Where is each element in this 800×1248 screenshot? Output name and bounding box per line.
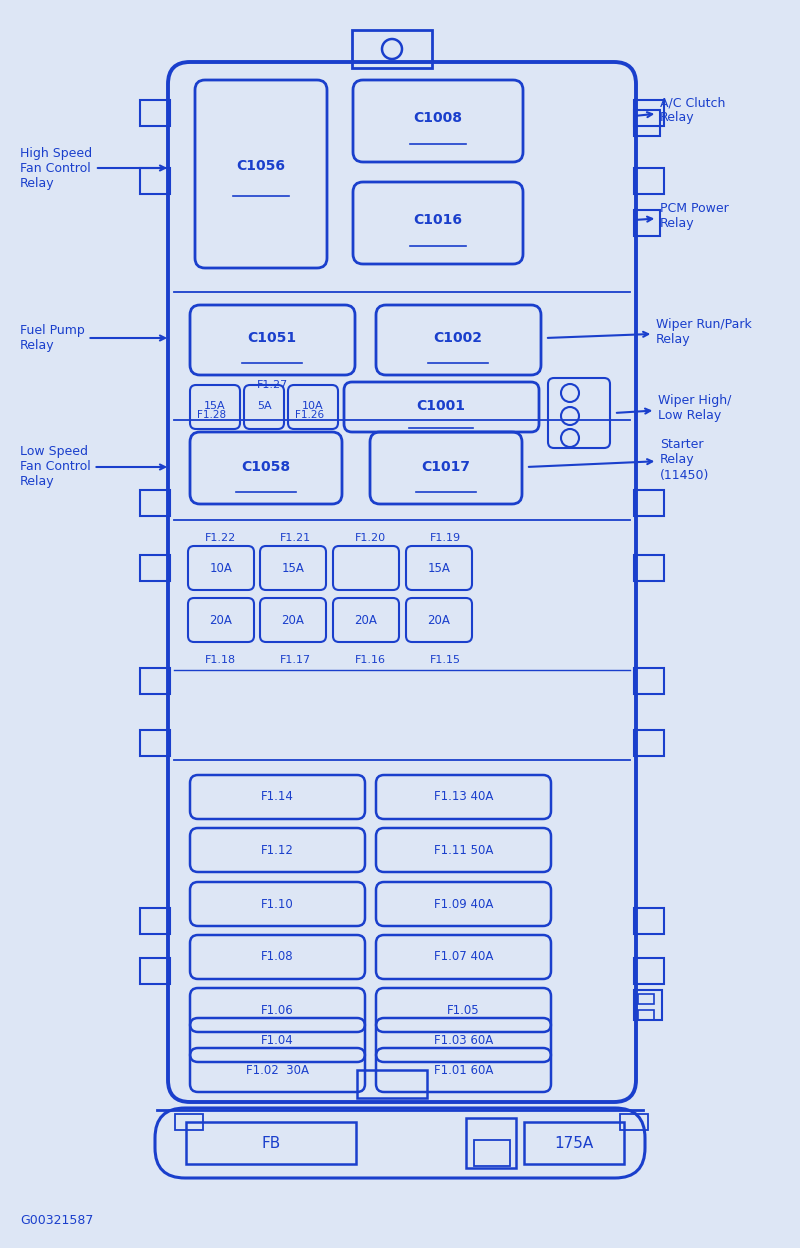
Text: F1.10: F1.10 — [261, 897, 294, 911]
Text: A/C Clutch
Relay: A/C Clutch Relay — [637, 96, 726, 124]
Text: 10A: 10A — [210, 562, 233, 574]
Text: G00321587: G00321587 — [20, 1213, 94, 1227]
Text: F1.14: F1.14 — [261, 790, 294, 804]
Text: F1.13 40A: F1.13 40A — [434, 790, 493, 804]
Text: F1.05: F1.05 — [447, 1003, 480, 1017]
Text: 5A: 5A — [257, 401, 271, 411]
Text: Starter
Relay
(11450): Starter Relay (11450) — [529, 438, 710, 482]
Text: Fuel Pump
Relay: Fuel Pump Relay — [20, 324, 165, 352]
Bar — [140, 958, 170, 983]
Text: Wiper High/
Low Relay: Wiper High/ Low Relay — [617, 394, 731, 422]
Bar — [140, 668, 170, 694]
Bar — [634, 110, 660, 136]
Bar — [634, 668, 664, 694]
Text: C1002: C1002 — [434, 331, 482, 344]
Text: F1.08: F1.08 — [261, 951, 294, 963]
Bar — [634, 730, 664, 756]
Text: Wiper Run/Park
Relay: Wiper Run/Park Relay — [548, 318, 752, 346]
Bar — [634, 100, 664, 126]
Bar — [140, 490, 170, 515]
Text: C1056: C1056 — [237, 158, 286, 173]
Text: C1001: C1001 — [417, 399, 466, 413]
Text: F1.12: F1.12 — [261, 844, 294, 856]
Bar — [634, 555, 664, 582]
Text: F1.26: F1.26 — [295, 411, 325, 421]
Bar — [638, 1010, 654, 1020]
Text: F1.03 60A: F1.03 60A — [434, 1033, 493, 1047]
Bar — [352, 30, 432, 67]
Bar — [140, 168, 170, 193]
Bar — [634, 168, 664, 193]
Text: F1.04: F1.04 — [261, 1033, 294, 1047]
Text: C1058: C1058 — [242, 461, 290, 474]
Text: 20A: 20A — [427, 614, 450, 626]
Bar — [140, 730, 170, 756]
Bar — [140, 909, 170, 934]
Text: C1017: C1017 — [422, 461, 470, 474]
Text: PCM Power
Relay: PCM Power Relay — [637, 202, 729, 230]
Text: F1.02  30A: F1.02 30A — [246, 1063, 309, 1077]
Text: High Speed
Fan Control
Relay: High Speed Fan Control Relay — [20, 146, 165, 190]
Bar — [634, 210, 660, 236]
Text: F1.21: F1.21 — [279, 533, 310, 543]
Bar — [466, 1118, 516, 1168]
Text: 20A: 20A — [210, 614, 233, 626]
Text: F1.27: F1.27 — [256, 379, 288, 389]
Text: C1051: C1051 — [247, 331, 297, 344]
Text: FB: FB — [262, 1136, 281, 1151]
Text: 15A: 15A — [427, 562, 450, 574]
Text: C1016: C1016 — [414, 213, 462, 227]
Bar — [524, 1122, 624, 1164]
Text: Low Speed
Fan Control
Relay: Low Speed Fan Control Relay — [20, 446, 165, 488]
Bar — [620, 1114, 648, 1129]
Text: F1.20: F1.20 — [354, 533, 386, 543]
Text: C1008: C1008 — [414, 111, 462, 125]
Text: 175A: 175A — [554, 1136, 594, 1151]
Bar — [140, 555, 170, 582]
Bar — [634, 990, 662, 1020]
Text: F1.16: F1.16 — [354, 655, 386, 665]
Text: F1.06: F1.06 — [261, 1003, 294, 1017]
Text: 20A: 20A — [282, 614, 305, 626]
Bar — [357, 1070, 427, 1098]
Bar — [140, 100, 170, 126]
Text: 15A: 15A — [282, 562, 305, 574]
Text: 10A: 10A — [302, 401, 324, 411]
Text: F1.28: F1.28 — [198, 411, 226, 421]
Text: F1.19: F1.19 — [430, 533, 461, 543]
Bar — [474, 1139, 510, 1166]
Bar — [638, 993, 654, 1003]
Text: F1.09 40A: F1.09 40A — [434, 897, 493, 911]
Text: F1.18: F1.18 — [205, 655, 235, 665]
Text: F1.22: F1.22 — [204, 533, 236, 543]
Text: 20A: 20A — [354, 614, 378, 626]
Text: F1.01 60A: F1.01 60A — [434, 1063, 493, 1077]
Text: 15A: 15A — [204, 401, 226, 411]
Bar — [634, 958, 664, 983]
Bar — [175, 1114, 203, 1129]
Bar — [186, 1122, 356, 1164]
Text: F1.17: F1.17 — [279, 655, 310, 665]
Text: F1.11 50A: F1.11 50A — [434, 844, 493, 856]
Bar — [634, 909, 664, 934]
Text: F1.07 40A: F1.07 40A — [434, 951, 493, 963]
Text: F1.15: F1.15 — [430, 655, 461, 665]
Bar — [634, 490, 664, 515]
